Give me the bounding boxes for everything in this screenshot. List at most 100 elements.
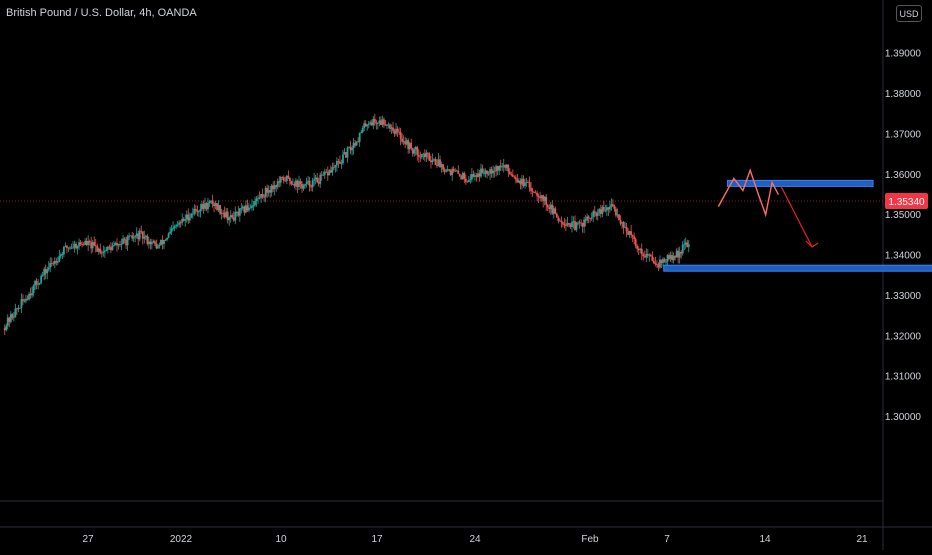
candle-body xyxy=(100,252,103,254)
candle-body xyxy=(563,224,566,226)
drawing-zones xyxy=(663,179,932,272)
candle-body xyxy=(393,131,396,134)
candle-body xyxy=(331,167,334,173)
candle-body xyxy=(214,203,217,207)
candle-body xyxy=(302,185,305,189)
candle-body xyxy=(411,148,414,154)
candle-body xyxy=(433,159,435,161)
candle-body xyxy=(172,227,174,229)
candle-body xyxy=(282,177,285,181)
price-tick-label: 1.33000 xyxy=(885,291,922,302)
candle-body xyxy=(528,182,531,188)
candle-body xyxy=(91,242,94,249)
candle-body xyxy=(595,213,598,216)
candle-body xyxy=(238,208,241,216)
candle-body xyxy=(295,180,297,187)
candle-body xyxy=(106,246,109,250)
candle-body xyxy=(631,234,634,237)
forecast-arrow-line[interactable] xyxy=(780,186,813,248)
candle-body xyxy=(125,239,127,246)
candle-body xyxy=(40,276,43,283)
candle-body xyxy=(590,217,593,219)
candle-body xyxy=(160,239,162,246)
candle-body xyxy=(604,210,607,212)
candle-body xyxy=(542,195,545,202)
candle-body xyxy=(223,212,226,218)
candle-body xyxy=(527,182,529,184)
candle-body xyxy=(496,166,499,171)
candle-body xyxy=(430,160,432,163)
candle-body xyxy=(384,124,387,126)
candle-body xyxy=(252,205,255,206)
candle-body xyxy=(628,231,631,235)
candle-body xyxy=(235,211,238,213)
candle-body xyxy=(663,258,666,262)
candle-body xyxy=(231,215,234,218)
candle-body xyxy=(516,179,519,183)
candle-body xyxy=(578,222,581,224)
candle-body xyxy=(94,245,97,247)
candle-body xyxy=(639,248,642,251)
candle-body xyxy=(163,240,165,245)
candle-body xyxy=(278,181,281,183)
candle-body xyxy=(636,245,639,249)
candle-body xyxy=(481,168,484,174)
candle-body xyxy=(336,160,338,166)
candle-body xyxy=(445,170,447,172)
time-tick-label: 27 xyxy=(82,534,94,545)
candle-body xyxy=(587,216,590,219)
candle-body xyxy=(387,124,390,126)
candle-body xyxy=(346,147,349,158)
candle-body xyxy=(419,156,422,158)
currency-button[interactable]: USD xyxy=(896,5,922,22)
candle-body xyxy=(581,223,584,227)
price-tick-label: 1.34000 xyxy=(885,251,922,262)
candle-body xyxy=(334,165,337,168)
candle-body xyxy=(323,171,326,175)
head-shoulders-pattern[interactable] xyxy=(717,168,780,218)
candle-body xyxy=(669,255,672,259)
candle-body xyxy=(666,255,669,262)
candle-body xyxy=(659,259,661,268)
candle-body xyxy=(6,317,9,326)
candle-body xyxy=(263,196,265,198)
candle-body xyxy=(161,239,164,245)
candle-body xyxy=(640,248,643,255)
candle-body xyxy=(326,172,329,176)
candle-body xyxy=(284,180,287,182)
candle-body xyxy=(548,207,551,210)
candle-body xyxy=(399,132,402,139)
candle-body xyxy=(82,244,85,246)
candle-body xyxy=(292,184,294,185)
candle-body xyxy=(149,241,152,245)
candle-body xyxy=(23,300,26,302)
candle-body xyxy=(431,159,434,163)
candle-body xyxy=(28,293,30,300)
candle-body xyxy=(605,207,608,211)
candle-body xyxy=(571,222,573,227)
candle-body xyxy=(111,245,114,251)
candle-body xyxy=(5,325,8,331)
candle-body xyxy=(598,209,601,213)
candle-body xyxy=(114,242,117,246)
candle-body xyxy=(264,188,267,197)
candle-body xyxy=(75,243,77,249)
support-zone[interactable] xyxy=(663,264,932,272)
candle-body xyxy=(407,140,410,150)
candle-body xyxy=(678,251,681,258)
candle-body xyxy=(72,247,74,249)
candle-body xyxy=(37,284,40,286)
candle-body xyxy=(226,211,229,221)
candle-body xyxy=(175,225,178,227)
candle-body xyxy=(464,178,467,182)
candle-body xyxy=(43,268,46,276)
candle-body xyxy=(63,246,65,255)
resistance-zone[interactable] xyxy=(726,179,874,187)
candle-body xyxy=(66,245,68,248)
candle-body xyxy=(518,180,520,183)
candle-body xyxy=(443,169,446,172)
chart-axes: 1.39000 1.38000 1.37000 1.36000 1.35000 1.340… xyxy=(82,49,928,545)
candle-body xyxy=(574,221,576,230)
